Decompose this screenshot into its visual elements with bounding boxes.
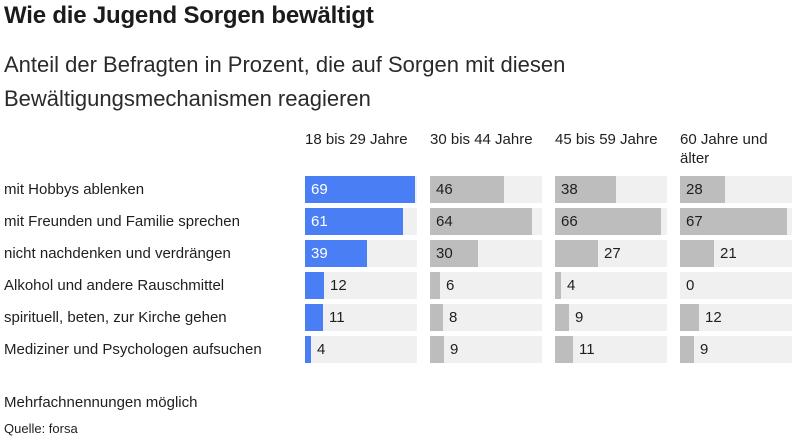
bar [680, 240, 714, 267]
category-label: nicht nachdenken und verdrängen [4, 245, 231, 262]
bar [305, 208, 403, 235]
bar [555, 272, 561, 299]
bar-track: 11 [555, 336, 667, 363]
source-label: Quelle: forsa [4, 421, 78, 436]
bar [305, 272, 324, 299]
bar [680, 336, 694, 363]
value-label: 28 [686, 181, 703, 198]
column-header-1: 18 bis 29 Jahre [305, 131, 408, 148]
bar-track: 0 [680, 272, 792, 299]
bar [305, 240, 367, 267]
bar-track: 8 [430, 304, 542, 331]
bar-track: 66 [555, 208, 667, 235]
category-label: spirituell, beten, zur Kirche gehen [4, 309, 227, 326]
value-label: 4 [567, 277, 576, 294]
value-label: 64 [436, 213, 453, 230]
bar [680, 208, 787, 235]
value-label: 12 [705, 309, 722, 326]
bar-track: 9 [430, 336, 542, 363]
value-label: 66 [561, 213, 578, 230]
bar [430, 304, 443, 331]
value-label: 11 [579, 341, 595, 358]
value-label: 39 [311, 245, 328, 262]
bar-track: 69 [305, 176, 417, 203]
bar [555, 304, 569, 331]
value-label: 6 [446, 277, 455, 294]
value-label: 21 [720, 245, 737, 262]
category-label: Mediziner und Psychologen aufsuchen [4, 341, 262, 358]
value-label: 4 [317, 341, 326, 358]
value-label: 9 [450, 341, 459, 358]
bar-track: 21 [680, 240, 792, 267]
bar [305, 304, 323, 331]
bar-track: 12 [680, 304, 792, 331]
bar-track: 38 [555, 176, 667, 203]
bar [680, 304, 699, 331]
chart-subtitle: Anteil der Befragten in Prozent, die auf… [4, 52, 566, 111]
bar [680, 176, 725, 203]
value-label: 8 [449, 309, 458, 326]
bar-track: 12 [305, 272, 417, 299]
category-label: mit Freunden und Familie sprechen [4, 213, 240, 230]
bar-track: 46 [430, 176, 542, 203]
bar-track: 4 [305, 336, 417, 363]
chart-title: Wie die Jugend Sorgen bewältigt [4, 2, 374, 29]
bar [305, 176, 415, 203]
bar [555, 176, 616, 203]
column-header-2: 30 bis 44 Jahre [430, 131, 533, 148]
column-header-4: 60 Jahre und älter [680, 131, 768, 167]
value-label: 30 [436, 245, 453, 262]
bar-track: 4 [555, 272, 667, 299]
value-label: 11 [329, 309, 345, 326]
bar-track: 39 [305, 240, 417, 267]
bar [305, 336, 311, 363]
bar [430, 336, 444, 363]
value-label: 27 [604, 245, 621, 262]
value-label: 9 [700, 341, 709, 358]
value-label: 69 [311, 181, 328, 198]
bar-track: 64 [430, 208, 542, 235]
bar-track: 27 [555, 240, 667, 267]
bar-track: 11 [305, 304, 417, 331]
value-label: 12 [330, 277, 347, 294]
bar [430, 240, 478, 267]
bar [430, 272, 440, 299]
value-label: 46 [436, 181, 453, 198]
bar [555, 336, 573, 363]
bar-track: 61 [305, 208, 417, 235]
bar-track: 67 [680, 208, 792, 235]
bar-track: 9 [555, 304, 667, 331]
value-label: 0 [686, 277, 695, 294]
bar [555, 240, 598, 267]
bar-track: 9 [680, 336, 792, 363]
value-label: 61 [311, 213, 328, 230]
bar-track: 6 [430, 272, 542, 299]
bar [555, 208, 661, 235]
bar-track: 28 [680, 176, 792, 203]
footnote: Mehrfachnennungen möglich [4, 394, 198, 411]
bar [430, 208, 532, 235]
column-header-3: 45 bis 59 Jahre [555, 131, 658, 148]
bar-track: 30 [430, 240, 542, 267]
value-label: 38 [561, 181, 578, 198]
category-label: mit Hobbys ablenken [4, 181, 145, 198]
bar [430, 176, 504, 203]
category-label: Alkohol und andere Rauschmittel [4, 277, 225, 294]
value-label: 67 [686, 213, 703, 230]
value-label: 9 [575, 309, 584, 326]
